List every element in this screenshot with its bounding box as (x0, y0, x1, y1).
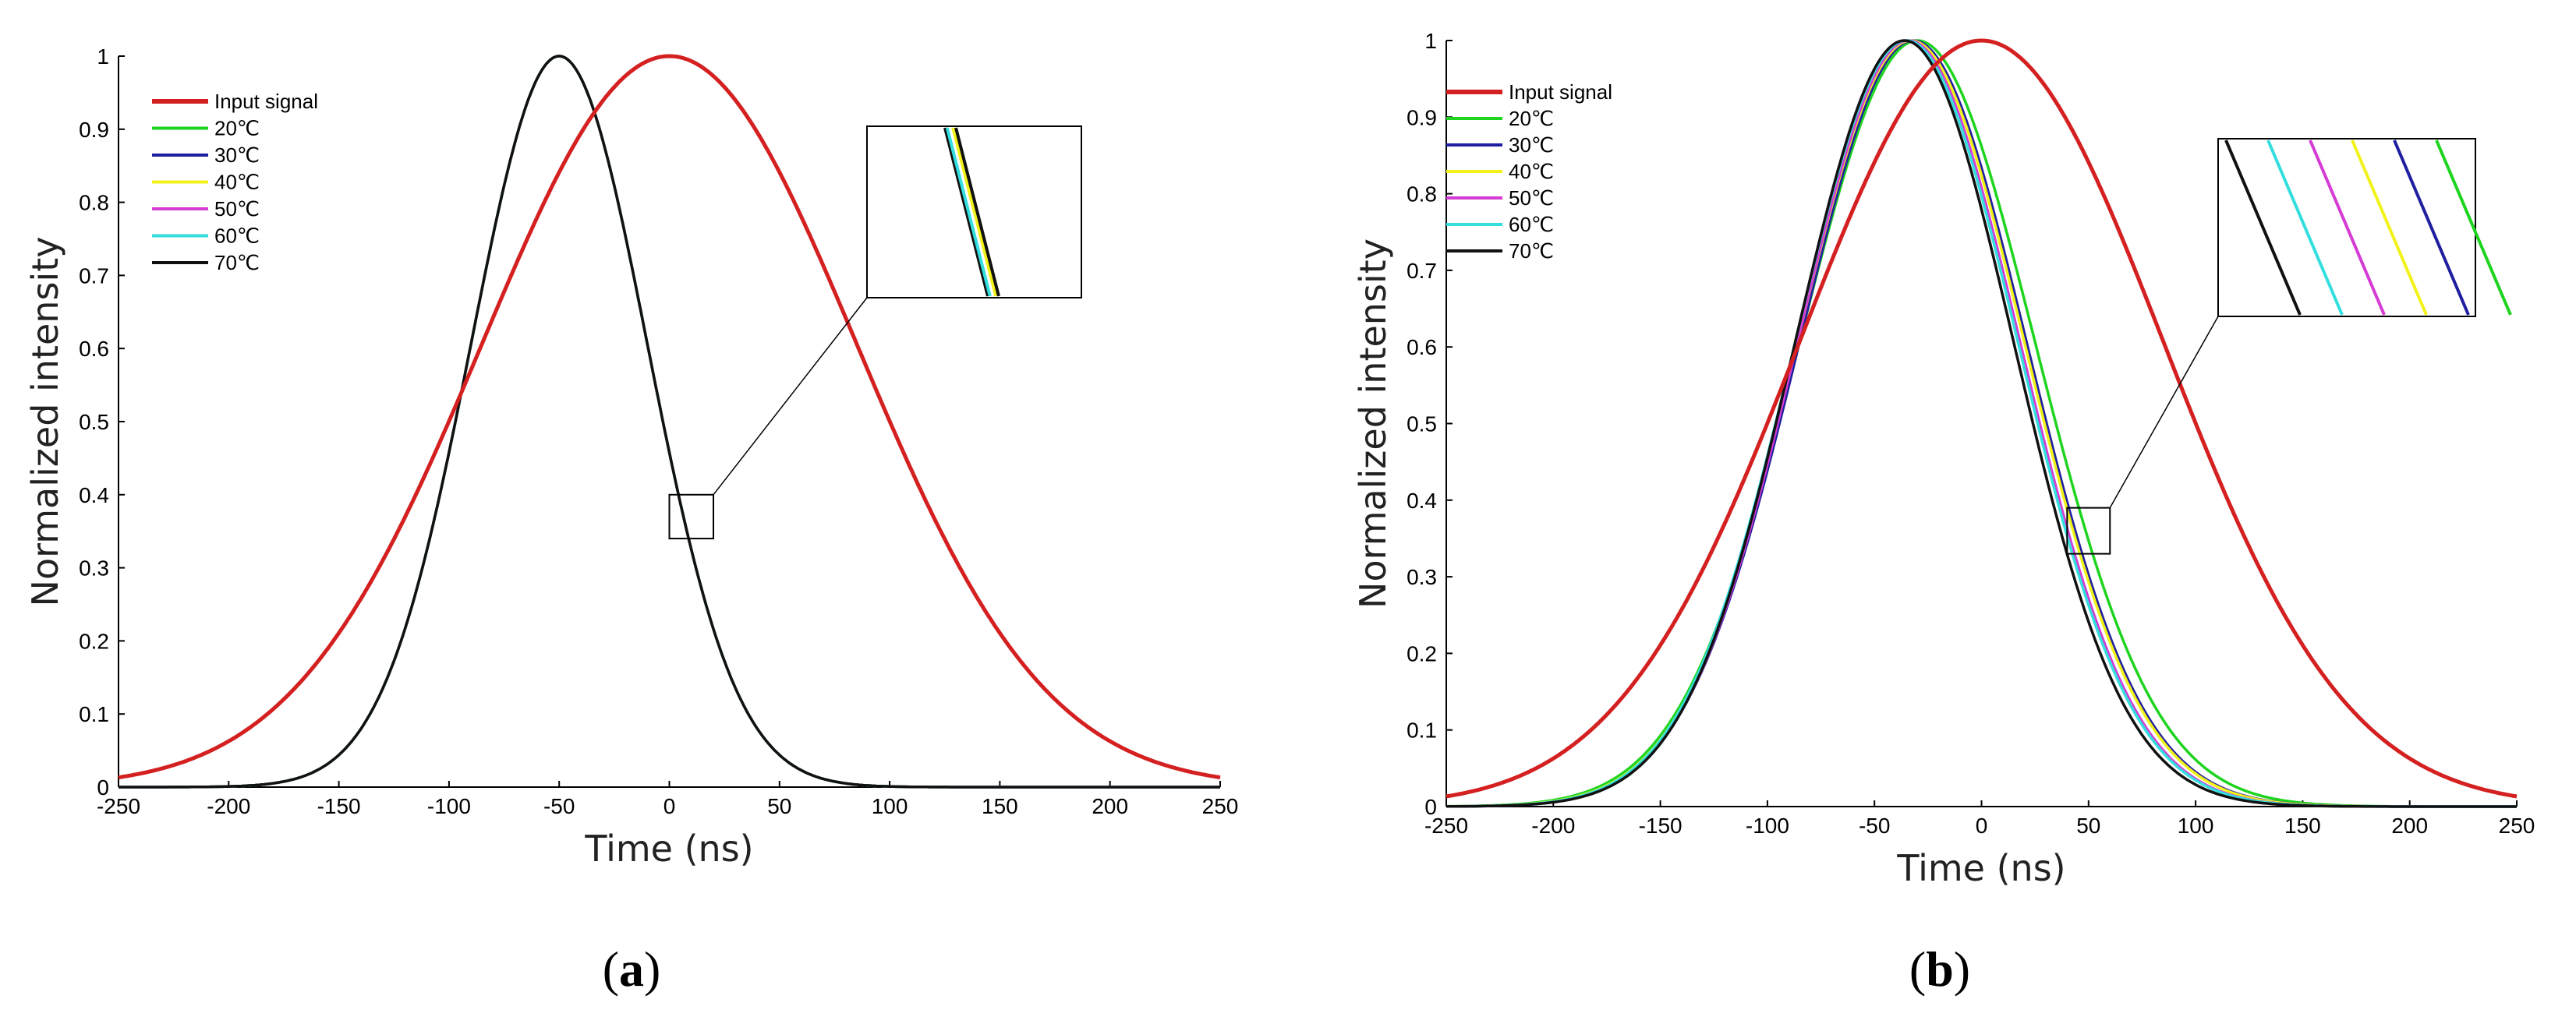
x-tick-label: -200 (1531, 814, 1575, 838)
y-tick-label: 0.3 (1407, 565, 1437, 589)
zoom-connector (713, 297, 868, 496)
y-tick-label: 0 (97, 775, 109, 800)
caption-a: (a) (603, 941, 661, 997)
x-tick-label: 250 (2499, 814, 2535, 838)
series-line-70- (1445, 39, 2517, 808)
caption-a-close: ) (644, 941, 660, 997)
y-tick-label: 0.9 (1407, 105, 1437, 129)
legend-label: 50℃ (214, 197, 260, 221)
inset-line (2435, 139, 2512, 316)
legend-label: 20℃ (1509, 107, 1554, 130)
chart-panel-b: -250 -200 -150 -100 -50 0 50 100 150 200 250 0 0.1 0.… (1352, 29, 2535, 889)
y-tick-label: 0.4 (1407, 489, 1437, 513)
y-tick-label: 0.1 (79, 702, 109, 726)
x-tick-label: -150 (1639, 814, 1683, 838)
y-tick-label: 1 (97, 44, 109, 69)
y-tick-label: 0.9 (79, 118, 109, 142)
y-tick-label: 0.4 (79, 483, 109, 507)
y-tick-label: 0.7 (1407, 259, 1437, 283)
inset-line (2224, 139, 2302, 316)
x-tick-label: -250 (97, 794, 140, 818)
legend-label: 70℃ (1509, 239, 1554, 263)
legend-label: Input signal (1509, 80, 1612, 104)
x-tick-label: -100 (427, 794, 471, 818)
legend-label: Input signal (214, 90, 318, 113)
legend-label: 60℃ (1509, 213, 1554, 236)
inset-line (2266, 139, 2344, 316)
caption-b-letter: b (1926, 941, 1954, 997)
zoom-box (668, 493, 715, 540)
x-tick-label: 0 (1976, 814, 1988, 838)
x-tick-label: -50 (543, 794, 575, 818)
inset-line (951, 127, 998, 297)
x-tick-label: 50 (767, 794, 791, 818)
x-tick-label: 250 (1202, 794, 1239, 818)
x-axis-label: Time (ns) (1896, 847, 2065, 889)
y-axis-label: Normalized intensity (1352, 238, 1394, 609)
legend-label: 30℃ (1509, 133, 1554, 157)
series-line-70- (119, 55, 1220, 789)
y-tick-label: 0.6 (79, 337, 109, 361)
inset-line (2309, 139, 2386, 316)
inset-line (945, 127, 992, 297)
y-tick-label: 0.8 (1407, 182, 1437, 207)
legend-label: 30℃ (214, 143, 260, 167)
x-axis-label: Time (ns) (584, 828, 753, 870)
y-tick-label: 0.5 (79, 410, 109, 434)
x-tick-label: -50 (1859, 814, 1890, 838)
x-tick-label: 50 (2076, 814, 2100, 838)
x-tick-label: 100 (872, 794, 908, 818)
legend-label: 40℃ (1509, 160, 1554, 183)
y-tick-label: 0.2 (79, 629, 109, 653)
x-tick-label: -200 (207, 794, 250, 818)
x-tick-label: 200 (2391, 814, 2428, 838)
x-tick-label: 200 (1092, 794, 1128, 818)
inset-line (2351, 139, 2428, 316)
legend-label: 20℃ (214, 117, 260, 140)
y-tick-label: 0.3 (79, 556, 109, 581)
legend-label: 60℃ (214, 224, 260, 248)
inset-line (943, 127, 989, 297)
legend-label: 70℃ (214, 251, 260, 274)
y-tick-label: 0.2 (1407, 641, 1437, 666)
y-tick-label: 0.1 (1407, 719, 1437, 743)
x-tick-label: -250 (1424, 814, 1468, 838)
y-tick-label: 0 (1424, 795, 1437, 819)
y-tick-label: 0.6 (1407, 335, 1437, 359)
y-tick-label: 0.8 (79, 191, 109, 215)
zoom-box (2066, 507, 2111, 555)
inset-line (2393, 139, 2470, 316)
x-tick-label: -150 (317, 794, 361, 818)
series-line-input-signal (118, 54, 1221, 780)
caption-b-close: ) (1954, 941, 1970, 997)
y-tick-label: 1 (1424, 29, 1437, 53)
y-tick-label: 0.5 (1407, 412, 1437, 436)
x-tick-label: 150 (2284, 814, 2321, 838)
caption-a-letter: a (619, 941, 644, 997)
inset-line (954, 127, 1000, 297)
zoom-connector (2109, 316, 2219, 508)
x-tick-label: 150 (982, 794, 1018, 818)
caption-b-open: ( (1909, 941, 1926, 997)
legend-label: 40℃ (214, 171, 260, 194)
y-tick-label: 0.7 (79, 263, 109, 288)
y-axis-label: Normalized intensity (24, 237, 66, 607)
x-tick-label: 100 (2178, 814, 2214, 838)
legend-label: 50℃ (1509, 186, 1554, 210)
series-line-input-signal (1445, 38, 2518, 799)
x-tick-label: 0 (663, 794, 676, 818)
x-tick-label: -100 (1746, 814, 1789, 838)
chart-panel-a: -250 -200 -150 -100 -50 0 50 100 150 200 250 0 0.1 0.… (24, 44, 1238, 870)
caption-b: (b) (1909, 941, 1970, 997)
caption-a-open: ( (603, 941, 619, 997)
